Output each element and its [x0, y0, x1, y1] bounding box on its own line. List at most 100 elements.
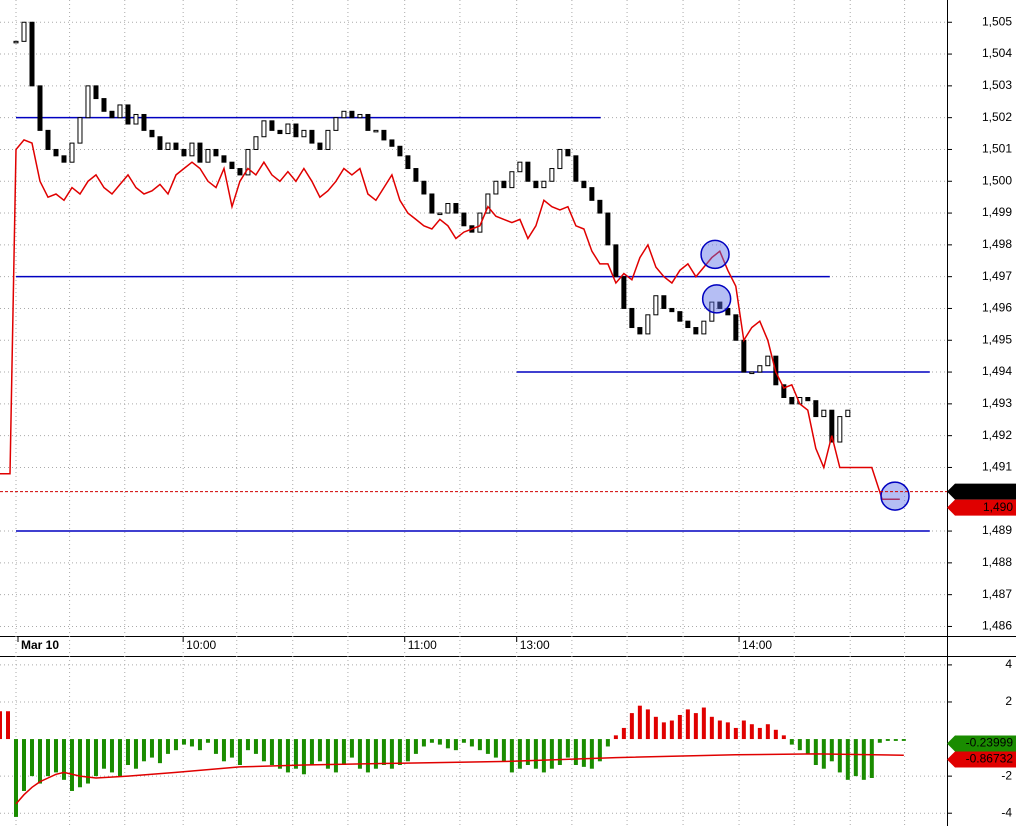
candle — [805, 397, 811, 402]
histogram-bar — [885, 739, 890, 741]
candle — [789, 397, 795, 405]
histogram-bar — [701, 707, 706, 740]
y-tick-label: 1,487 — [982, 587, 1012, 601]
histogram-bar — [453, 739, 458, 751]
candle — [573, 155, 579, 182]
histogram-bar — [317, 739, 322, 762]
candle — [629, 307, 635, 329]
candle — [685, 320, 691, 329]
candle — [525, 161, 531, 182]
histogram-bar — [621, 727, 626, 740]
candle — [69, 142, 75, 163]
price-marker — [947, 751, 1016, 768]
candle — [117, 104, 123, 119]
candle — [229, 161, 235, 170]
histogram-bar — [325, 739, 330, 769]
histogram-bar — [861, 739, 866, 780]
histogram-bar — [557, 739, 562, 766]
price-marker-label: 1,490 — [983, 500, 1013, 514]
x-tick-label: 14:00 — [742, 638, 772, 652]
candle — [285, 123, 291, 135]
histogram-bar — [269, 739, 274, 766]
candle — [493, 180, 499, 195]
y-tick-label: 2 — [1005, 694, 1012, 708]
histogram-bar — [117, 739, 122, 777]
histogram-bar — [853, 739, 858, 777]
histogram-bar — [261, 739, 266, 762]
y-tick-label: 4 — [1005, 657, 1012, 671]
y-tick-label: -4 — [1001, 805, 1012, 819]
histogram-bar — [781, 735, 786, 740]
candle — [349, 110, 355, 119]
histogram-bar — [109, 739, 114, 773]
histogram-bar — [837, 739, 842, 773]
candle — [381, 129, 387, 141]
histogram-bar — [141, 739, 146, 762]
x-tick-label: 10:00 — [186, 638, 216, 652]
y-tick-label: 1,492 — [982, 428, 1012, 442]
candle — [589, 187, 595, 201]
histogram-bar — [221, 739, 226, 762]
histogram-bar — [429, 739, 434, 743]
candle — [221, 155, 227, 163]
histogram-bar — [541, 739, 546, 773]
candle — [533, 180, 539, 189]
candle — [645, 314, 651, 335]
histogram-bar — [773, 729, 778, 740]
candle — [213, 148, 219, 157]
indicator-line — [0, 139, 900, 501]
histogram-bar — [405, 739, 410, 762]
y-tick-label: 1,486 — [982, 619, 1012, 633]
candle — [253, 136, 259, 150]
histogram-bar — [845, 739, 850, 780]
y-tick-label: 1,498 — [982, 237, 1012, 251]
candle — [829, 409, 835, 443]
candle — [557, 148, 563, 170]
candle — [205, 148, 211, 163]
candle — [141, 113, 147, 131]
candle — [741, 339, 747, 373]
candle — [293, 123, 299, 138]
candle — [421, 180, 427, 195]
histogram-bar — [149, 739, 154, 758]
candle — [637, 327, 643, 335]
histogram-bar — [645, 709, 650, 740]
candle — [53, 148, 59, 157]
candle — [189, 142, 195, 157]
histogram-bar — [501, 739, 506, 762]
candle — [173, 142, 179, 150]
signal-circle — [700, 239, 730, 270]
candle — [77, 117, 83, 144]
histogram-bar — [93, 739, 98, 777]
candle — [181, 148, 187, 157]
y-tick-label: 1,488 — [982, 555, 1012, 569]
candle — [333, 117, 339, 131]
histogram-bar — [445, 739, 450, 749]
candle — [701, 320, 707, 335]
histogram-bar — [45, 739, 50, 777]
histogram-bar — [813, 739, 818, 766]
histogram-bar — [605, 739, 610, 747]
histogram-bar — [637, 705, 642, 740]
histogram-bar — [613, 735, 618, 740]
histogram-bar — [229, 739, 234, 758]
histogram-bar — [629, 713, 634, 740]
candle — [29, 21, 35, 87]
candle — [101, 98, 107, 112]
histogram-bar — [717, 720, 722, 740]
candle — [157, 136, 163, 150]
histogram-bar — [237, 739, 242, 766]
histogram-bar — [293, 739, 298, 769]
histogram-bar — [5, 711, 10, 740]
histogram-bar — [381, 739, 386, 766]
candle — [109, 110, 115, 119]
candle — [125, 104, 131, 125]
histogram-bar — [309, 739, 314, 766]
histogram-bar — [581, 739, 586, 767]
histogram-bar — [389, 739, 394, 769]
histogram-bar — [709, 716, 714, 740]
y-tick-label: -2 — [1001, 768, 1012, 782]
price-marker — [947, 483, 1016, 500]
histogram-bar — [757, 727, 762, 740]
